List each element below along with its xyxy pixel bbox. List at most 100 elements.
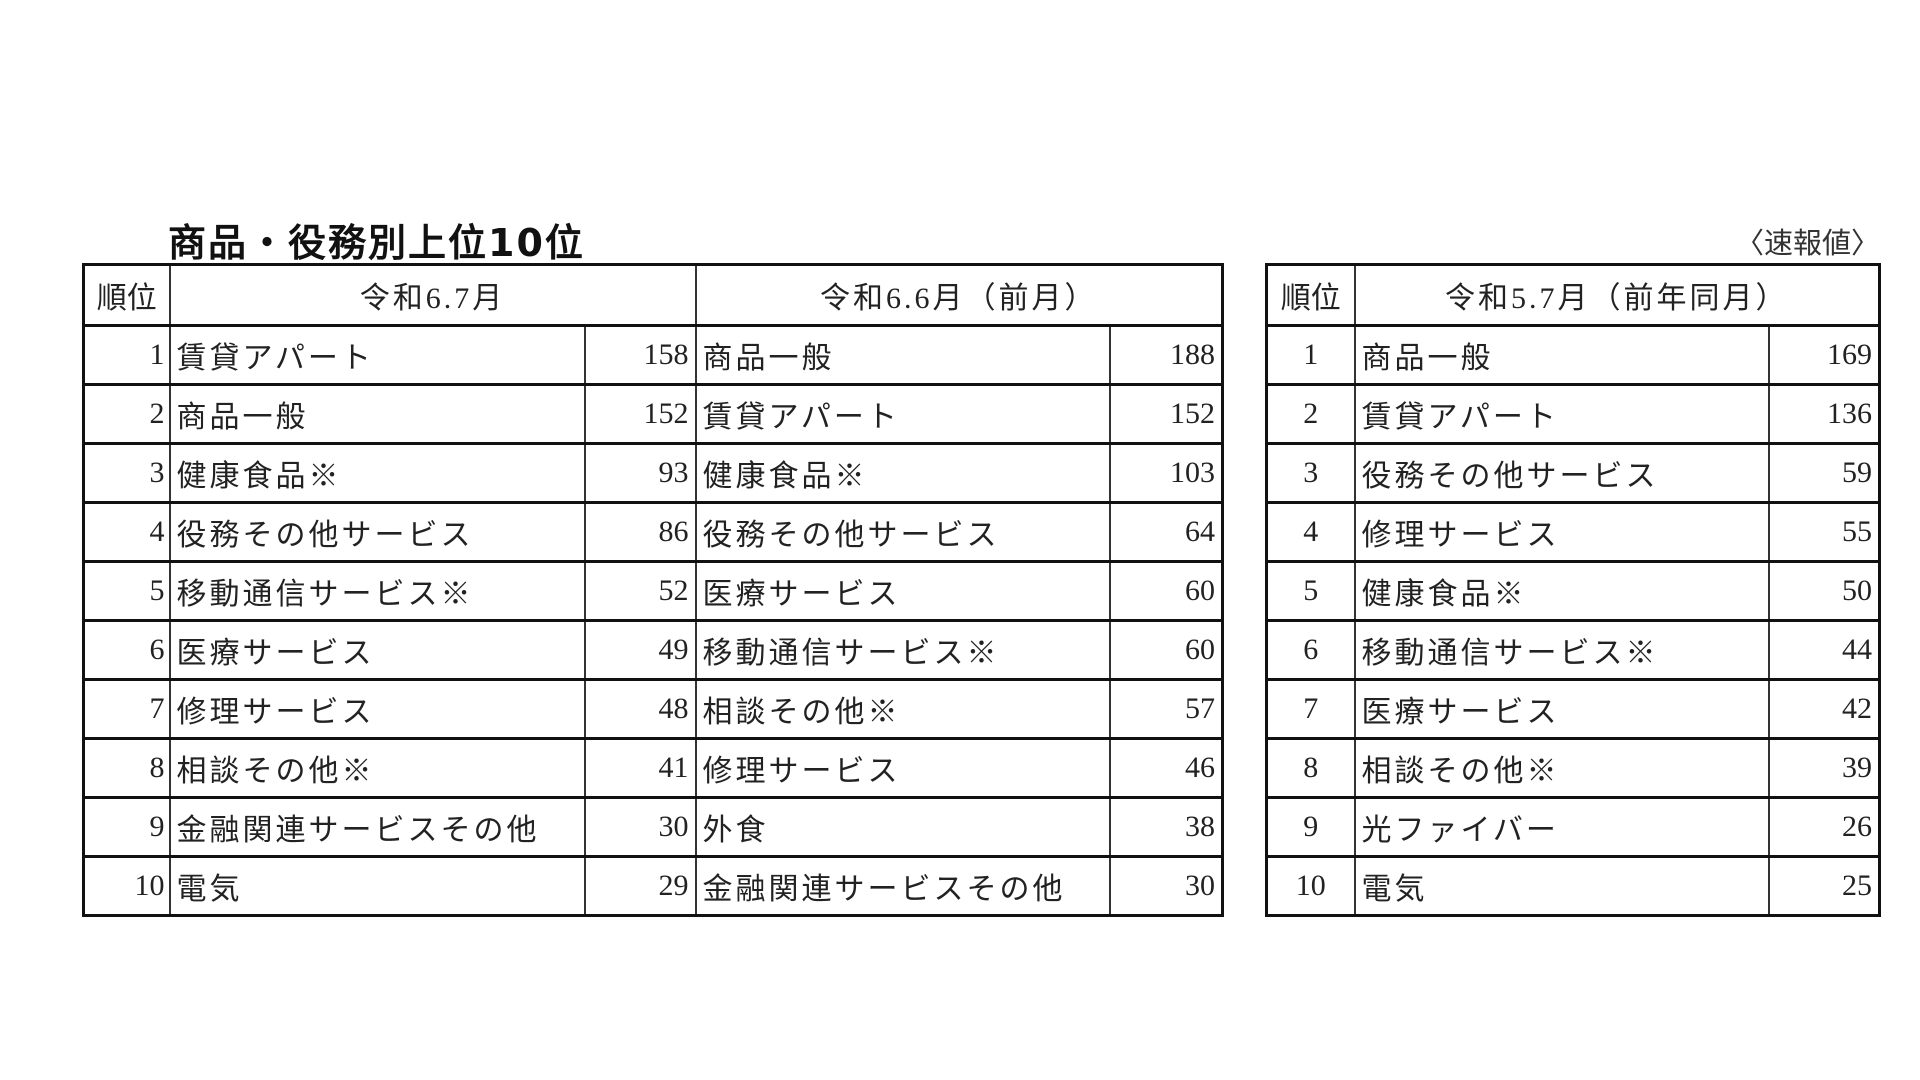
previous-month-header: 令和6.6月（前月） [694,263,1224,327]
table-row: 2 賃貸アパート 136 [1265,383,1881,445]
item-count: 50 [1767,560,1881,622]
table-row: 10 電気 29 金融関連サービスその他 30 [82,855,1224,917]
rank-cell: 3 [82,442,171,504]
table-row: 7 医療サービス 42 [1265,678,1881,740]
item-name: 金融関連サービスその他 [168,796,586,858]
item-name: 役務その他サービス [694,501,1111,563]
item-count: 158 [583,324,697,386]
item-name: 移動通信サービス※ [694,619,1111,681]
item-count: 152 [583,383,697,445]
previous-year-header: 令和5.7月（前年同月） [1353,263,1881,327]
table-row: 3 健康食品※ 93 健康食品※ 103 [82,442,1224,504]
item-count: 93 [583,442,697,504]
item-name: 修理サービス [168,678,586,740]
current-period-header: 令和6.7月 [168,263,697,327]
item-name: 役務その他サービス [1353,442,1770,504]
item-count: 60 [1108,560,1224,622]
rank-cell: 1 [82,324,171,386]
table-row: 1 商品一般 169 [1265,324,1881,386]
rank-cell: 6 [1265,619,1356,681]
item-count: 30 [583,796,697,858]
table-row: 8 相談その他※ 41 修理サービス 46 [82,737,1224,799]
item-count: 38 [1108,796,1224,858]
table-row: 6 医療サービス 49 移動通信サービス※ 60 [82,619,1224,681]
item-count: 103 [1108,442,1224,504]
item-name: 電気 [168,855,586,917]
item-name: 光ファイバー [1353,796,1770,858]
item-name: 賃貸アパート [168,324,586,386]
table-row: 8 相談その他※ 39 [1265,737,1881,799]
item-count: 188 [1108,324,1224,386]
page-title: 商品・役務別上位10位 [168,221,585,265]
rank-cell: 7 [82,678,171,740]
table-row: 6 移動通信サービス※ 44 [1265,619,1881,681]
item-count: 59 [1767,442,1881,504]
item-name: 商品一般 [1353,324,1770,386]
rank-cell: 1 [1265,324,1356,386]
item-count: 48 [583,678,697,740]
table-row: 1 賃貸アパート 158 商品一般 188 [82,324,1224,386]
table-row: 5 移動通信サービス※ 52 医療サービス 60 [82,560,1224,622]
item-name: 賃貸アパート [694,383,1111,445]
item-count: 152 [1108,383,1224,445]
item-name: 外食 [694,796,1111,858]
item-count: 57 [1108,678,1224,740]
rank-cell: 2 [82,383,171,445]
item-count: 30 [1108,855,1224,917]
rank-cell: 9 [82,796,171,858]
ranking-table-previous-year: 順位 令和5.7月（前年同月） 1 商品一般 169 2 賃貸アパート 136 3 役務その他… [1265,263,1881,917]
rank-cell: 4 [1265,501,1356,563]
table-row: 9 光ファイバー 26 [1265,796,1881,858]
item-name: 修理サービス [694,737,1111,799]
rank-cell: 7 [1265,678,1356,740]
item-count: 44 [1767,619,1881,681]
item-name: 商品一般 [168,383,586,445]
item-name: 健康食品※ [168,442,586,504]
rank-cell: 9 [1265,796,1356,858]
item-count: 46 [1108,737,1224,799]
rank-cell: 10 [82,855,171,917]
item-count: 49 [583,619,697,681]
item-count: 39 [1767,737,1881,799]
item-count: 52 [583,560,697,622]
item-name: 修理サービス [1353,501,1770,563]
table-row: 4 役務その他サービス 86 役務その他サービス 64 [82,501,1224,563]
table-header-row: 順位 令和5.7月（前年同月） [1265,263,1881,327]
item-count: 26 [1767,796,1881,858]
table-row: 7 修理サービス 48 相談その他※ 57 [82,678,1224,740]
table-row: 5 健康食品※ 50 [1265,560,1881,622]
rank-header: 順位 [1265,263,1356,327]
item-name: 移動通信サービス※ [168,560,586,622]
table-row: 9 金融関連サービスその他 30 外食 38 [82,796,1224,858]
item-name: 医療サービス [168,619,586,681]
rank-header: 順位 [82,263,171,327]
item-name: 電気 [1353,855,1770,917]
item-name: 相談その他※ [168,737,586,799]
ranking-table-current-and-previous-month: 順位 令和6.7月 令和6.6月（前月） 1 賃貸アパート 158 商品一般 188 2 商… [82,263,1224,917]
table-row: 4 修理サービス 55 [1265,501,1881,563]
item-count: 169 [1767,324,1881,386]
rank-cell: 5 [1265,560,1356,622]
item-name: 移動通信サービス※ [1353,619,1770,681]
item-name: 医療サービス [1353,678,1770,740]
item-count: 42 [1767,678,1881,740]
preliminary-note: 〈速報値〉 [1734,228,1880,260]
item-count: 25 [1767,855,1881,917]
item-count: 64 [1108,501,1224,563]
table-row: 2 商品一般 152 賃貸アパート 152 [82,383,1224,445]
item-name: 医療サービス [694,560,1111,622]
item-count: 55 [1767,501,1881,563]
rank-cell: 3 [1265,442,1356,504]
item-name: 役務その他サービス [168,501,586,563]
table-row: 3 役務その他サービス 59 [1265,442,1881,504]
item-count: 60 [1108,619,1224,681]
item-name: 賃貸アパート [1353,383,1770,445]
item-count: 29 [583,855,697,917]
rank-cell: 2 [1265,383,1356,445]
table-header-row: 順位 令和6.7月 令和6.6月（前月） [82,263,1224,327]
item-count: 86 [583,501,697,563]
item-name: 商品一般 [694,324,1111,386]
table-row: 10 電気 25 [1265,855,1881,917]
item-count: 136 [1767,383,1881,445]
rank-cell: 6 [82,619,171,681]
